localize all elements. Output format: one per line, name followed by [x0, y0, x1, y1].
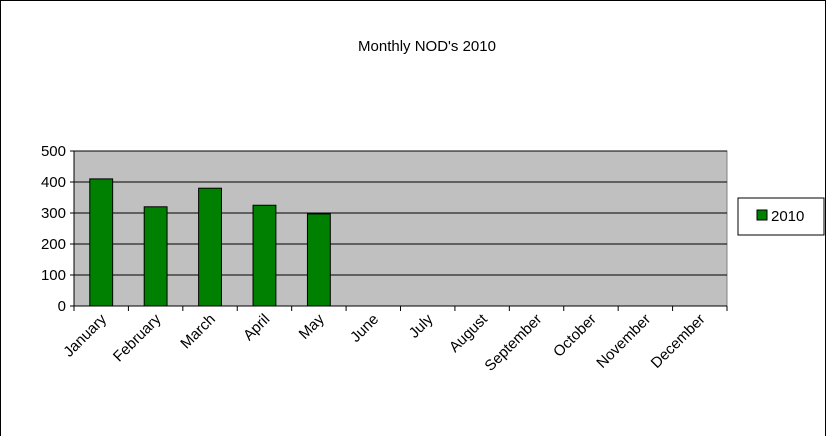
y-tick-label-200: 200 — [41, 236, 66, 253]
plot-area — [73, 150, 728, 307]
x-tick-label-november: November — [593, 311, 654, 372]
bar-february — [143, 206, 168, 307]
legend-box — [737, 197, 825, 236]
bar-january — [89, 178, 114, 307]
legend: 2010 — [737, 197, 825, 236]
legend-swatch-2010 — [756, 209, 768, 221]
x-tick-label-january: January — [60, 310, 110, 360]
bar-march — [198, 187, 222, 307]
chart-title: Monthly NOD's 2010 — [358, 38, 496, 55]
y-tick-label-0: 0 — [58, 298, 66, 315]
x-tick-label-march: March — [177, 311, 218, 352]
y-tick-label-500: 500 — [41, 143, 66, 160]
x-tick-label-october: October — [550, 311, 600, 361]
x-tick-label-august: August — [446, 310, 492, 356]
y-axis: 0 100 200 300 400 500 — [41, 143, 75, 315]
y-tick-label-400: 400 — [41, 174, 66, 191]
bars — [89, 178, 331, 307]
legend-label-2010: 2010 — [771, 208, 804, 225]
y-tick-label-100: 100 — [41, 267, 66, 284]
y-tick-label-300: 300 — [41, 205, 66, 222]
x-tick-label-july: July — [406, 310, 437, 341]
x-tick-label-december: December — [648, 311, 709, 372]
x-tick-label-may: May — [296, 310, 328, 342]
x-tick-label-april: April — [240, 311, 273, 344]
x-tick-label-june: June — [347, 311, 382, 346]
x-tick-label-february: February — [110, 310, 165, 365]
x-axis: January February March April May June July Augu… — [60, 305, 728, 375]
gridlines — [74, 150, 727, 276]
x-tick-label-september: September — [481, 311, 545, 375]
bar-may — [306, 213, 331, 307]
bar-april — [252, 204, 277, 307]
